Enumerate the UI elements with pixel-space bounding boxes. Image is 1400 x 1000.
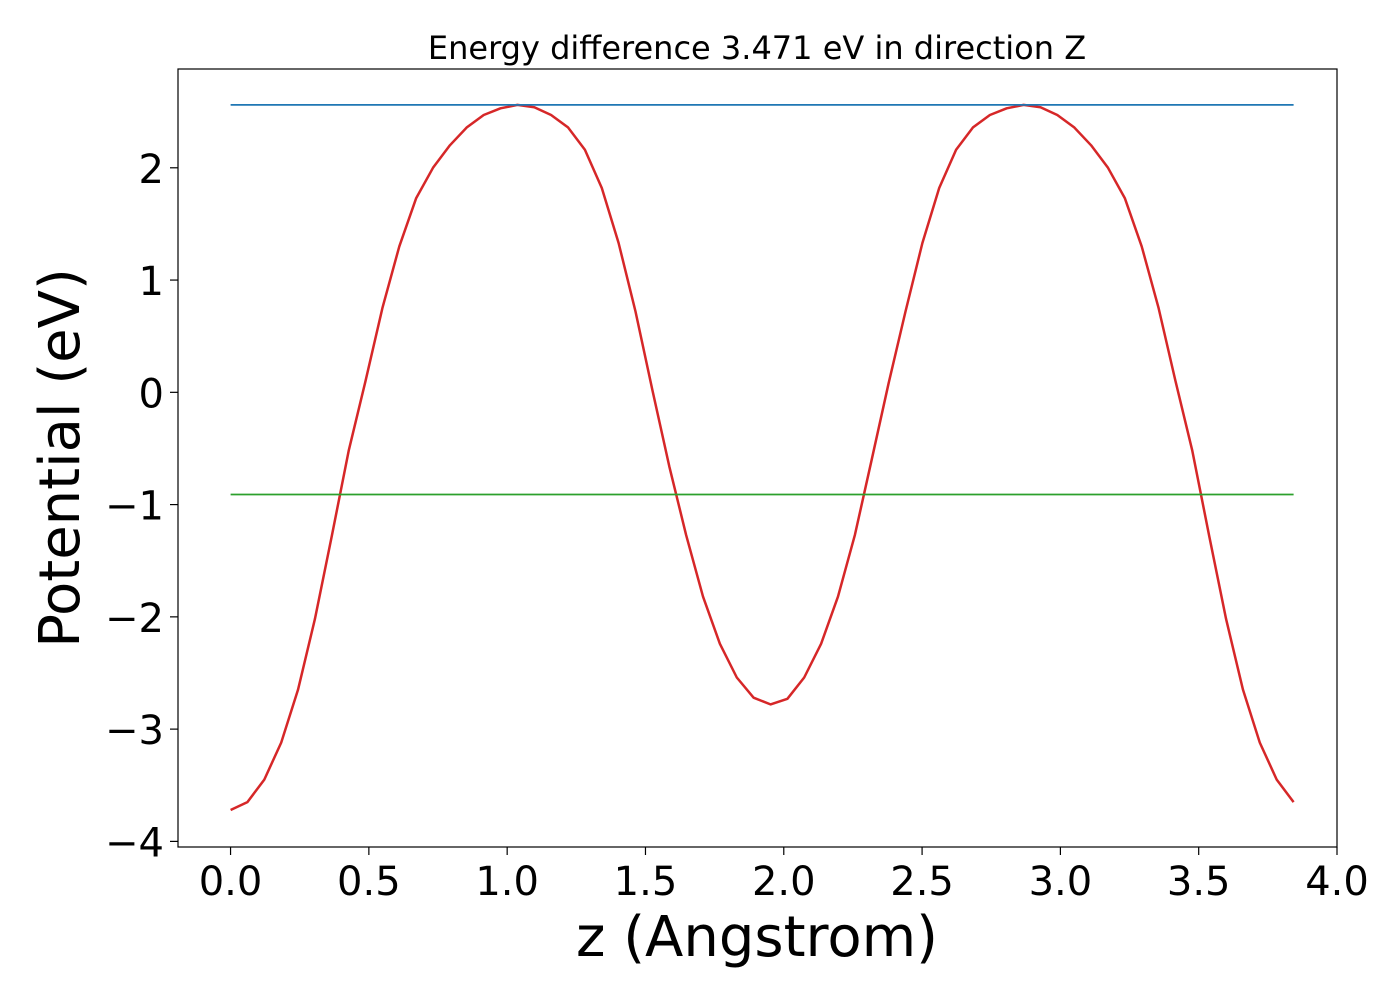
x-tick-label: 2.5 (890, 859, 954, 905)
y-tick-label: −3 (105, 708, 164, 754)
y-tick-label: 0 (139, 371, 164, 417)
y-tick-label: 1 (139, 259, 164, 305)
x-tick-label: 0.0 (199, 859, 263, 905)
y-tick-label: −1 (105, 484, 164, 530)
y-tick-label: 2 (139, 147, 164, 193)
x-tick-label: 3.0 (1029, 859, 1093, 905)
y-tick-label: −4 (105, 820, 164, 866)
x-axis: 0.0 0.5 1.0 1.5 2.0 2.5 3.0 3.5 4.0 (199, 847, 1369, 905)
x-tick-label: 4.0 (1305, 859, 1369, 905)
y-axis: 2 1 0 −1 −2 −3 −4 (105, 147, 178, 866)
series-line-0 (230, 103, 1295, 812)
x-tick-label: 2.0 (752, 859, 816, 905)
x-tick-label: 1.5 (614, 859, 678, 905)
x-axis-label: z (Angstrom) (576, 905, 938, 970)
x-tick-label: 0.5 (337, 859, 401, 905)
y-tick-label: −2 (105, 596, 164, 642)
plot-area (230, 103, 1295, 812)
x-tick-label: 3.5 (1167, 859, 1231, 905)
y-axis-label: Potential (eV) (28, 268, 93, 648)
chart-title: Energy difference 3.471 eV in direction … (428, 29, 1086, 67)
plot-frame (177, 68, 1338, 848)
x-tick-label: 1.0 (475, 859, 539, 905)
